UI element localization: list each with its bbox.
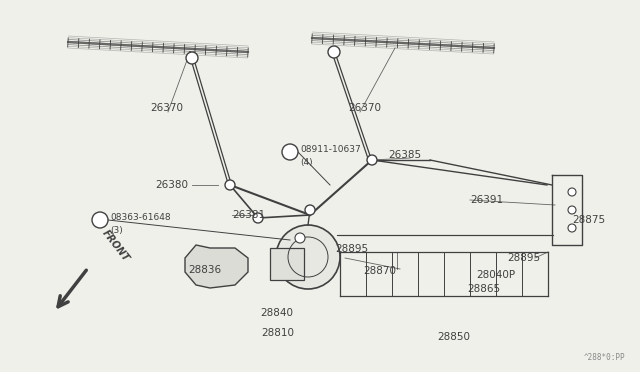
Circle shape: [92, 212, 108, 228]
Text: 08911-10637: 08911-10637: [300, 145, 361, 154]
Circle shape: [568, 206, 576, 214]
Text: 28870: 28870: [364, 266, 397, 276]
Circle shape: [328, 46, 340, 58]
FancyBboxPatch shape: [270, 248, 304, 280]
Text: (3): (3): [110, 225, 123, 234]
Text: 28865: 28865: [467, 284, 500, 294]
Text: 26381: 26381: [232, 210, 265, 220]
Circle shape: [282, 144, 298, 160]
Text: 28895: 28895: [508, 253, 541, 263]
Text: 28875: 28875: [572, 215, 605, 225]
Circle shape: [568, 188, 576, 196]
Circle shape: [225, 180, 235, 190]
Text: 28040P: 28040P: [476, 270, 516, 280]
Text: N: N: [287, 148, 294, 157]
Circle shape: [305, 205, 315, 215]
Text: ^288*0:PP: ^288*0:PP: [584, 353, 625, 362]
Text: 08363-61648: 08363-61648: [110, 214, 171, 222]
Circle shape: [253, 213, 263, 223]
Text: 28810: 28810: [262, 328, 294, 338]
Text: 26380: 26380: [155, 180, 188, 190]
Text: 26385: 26385: [388, 150, 421, 160]
Circle shape: [276, 225, 340, 289]
Circle shape: [186, 52, 198, 64]
Text: 26370: 26370: [348, 103, 381, 113]
Circle shape: [568, 224, 576, 232]
Polygon shape: [185, 245, 248, 288]
Text: 26370: 26370: [150, 103, 183, 113]
Text: 26391: 26391: [470, 195, 503, 205]
Text: 28850: 28850: [438, 332, 470, 342]
Text: FRONT: FRONT: [100, 228, 131, 263]
Text: S: S: [97, 215, 103, 224]
Text: (4): (4): [300, 157, 312, 167]
Text: 28840: 28840: [260, 308, 294, 318]
Text: 28895: 28895: [335, 244, 369, 254]
Text: 28836: 28836: [188, 265, 221, 275]
Circle shape: [295, 233, 305, 243]
Circle shape: [367, 155, 377, 165]
